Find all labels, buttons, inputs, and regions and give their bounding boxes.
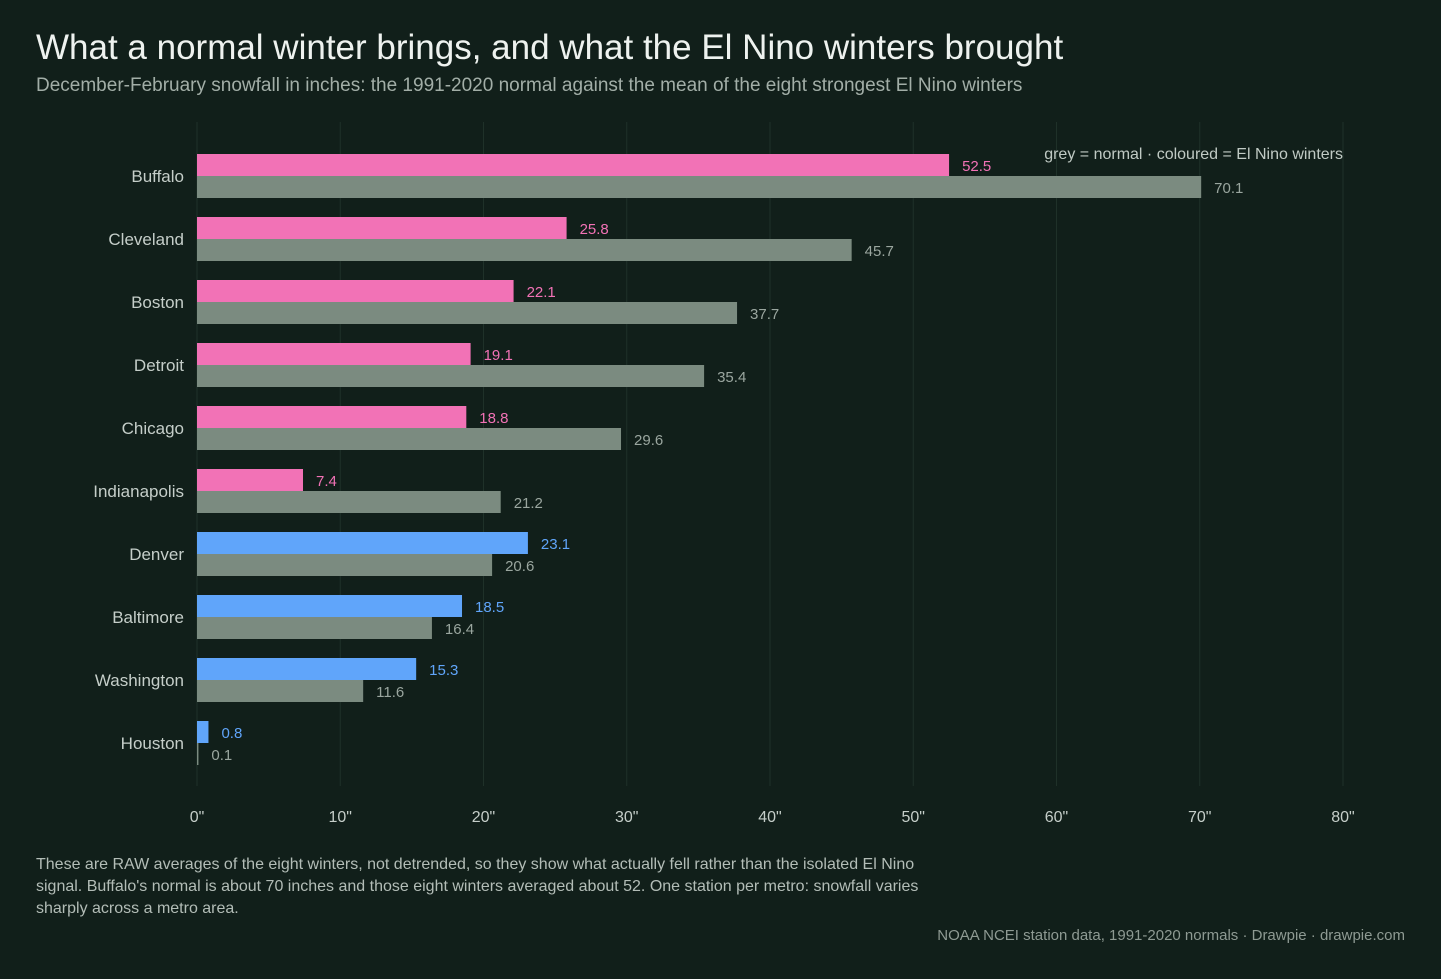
data-label-normal: 21.2 [514,495,543,512]
data-label-elnino: 19.1 [484,347,513,364]
data-label-normal: 37.7 [750,306,779,323]
category-label: Chicago [122,419,184,438]
data-label-elnino: 15.3 [429,662,458,679]
data-label-elnino: 18.5 [475,599,504,616]
category-label: Washington [95,671,184,690]
data-label-normal: 29.6 [634,432,663,449]
x-tick-label: 60" [1045,809,1068,826]
bar-normal [197,617,432,639]
data-label-elnino: 0.8 [221,725,242,742]
x-tick-label: 50" [902,809,925,826]
category-label: Denver [129,545,184,564]
x-tick-label: 0" [190,809,205,826]
source-credit: NOAA NCEI station data, 1991-2020 normal… [937,927,1405,944]
bar-elnino [197,595,463,617]
x-tick-label: 40" [758,809,781,826]
data-label-elnino: 22.1 [527,284,556,301]
x-tick-label: 70" [1188,809,1211,826]
legend: grey = normal · coloured = El Nino winte… [1044,146,1343,163]
category-label: Indianapolis [93,482,184,501]
x-tick-label: 80" [1331,809,1354,826]
data-label-elnino: 18.8 [479,410,508,427]
bar-elnino [197,406,467,428]
data-label-elnino: 23.1 [541,536,570,553]
bar-normal [197,743,199,765]
chart-subtitle: December-February snowfall in inches: th… [36,75,1023,96]
data-label-normal: 11.6 [376,684,404,701]
bar-normal [197,554,493,576]
footnote: These are RAW averages of the eight wint… [36,856,919,917]
data-label-elnino: 25.8 [580,221,609,238]
bar-normal [197,302,738,324]
data-label-normal: 70.1 [1214,180,1243,197]
bar-elnino [197,154,950,176]
data-label-normal: 45.7 [865,243,894,260]
bar-elnino [197,280,514,302]
bar-normal [197,365,705,387]
bar-normal [197,680,364,702]
category-label: Buffalo [131,167,184,186]
category-label: Detroit [134,356,184,375]
bar-elnino [197,658,417,680]
bar-chart: 0" 10" 20" 30" 40" 50" 60" 70" 80" Buffalo 52.5 70.… [93,122,1355,826]
bar-elnino [197,469,304,491]
data-label-elnino: 52.5 [962,158,991,175]
bar-normal [197,176,1202,198]
category-label: Cleveland [108,230,184,249]
x-tick-label: 20" [472,809,495,826]
data-label-normal: 35.4 [717,369,746,386]
bar-normal [197,239,852,261]
bar-elnino [197,532,528,554]
category-label: Houston [121,734,184,753]
bar-normal [197,428,622,450]
category-label: Boston [131,293,184,312]
bar-elnino [197,721,209,743]
category-label: Baltimore [112,608,184,627]
bar-elnino [197,217,567,239]
bar-elnino [197,343,471,365]
chart-title: What a normal winter brings, and what th… [36,28,1064,67]
x-tick-label: 30" [615,809,638,826]
data-label-elnino: 7.4 [316,473,337,490]
x-tick-label: 10" [329,809,352,826]
data-label-normal: 16.4 [445,621,474,638]
bar-normal [197,491,501,513]
data-label-normal: 20.6 [505,558,534,575]
data-label-normal: 0.1 [211,747,232,764]
